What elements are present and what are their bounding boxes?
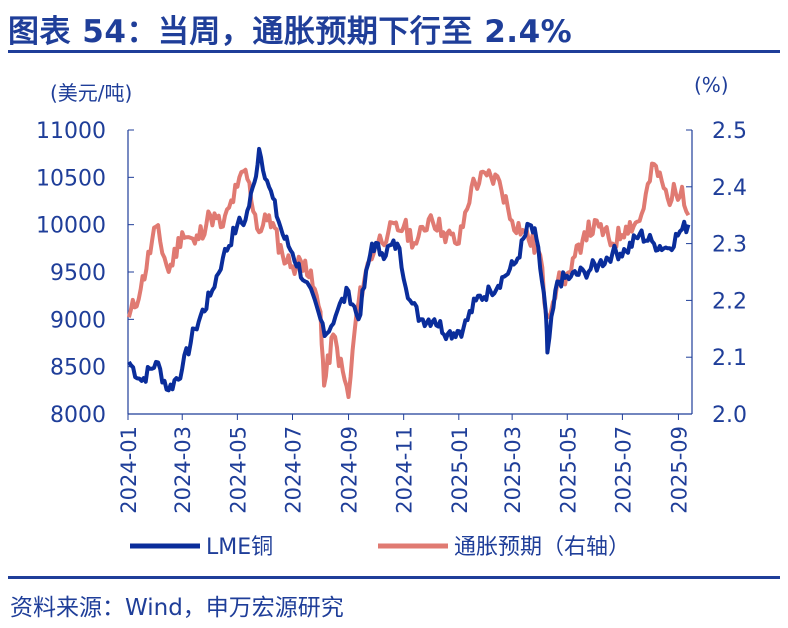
legend-label-copper: LME铜 xyxy=(206,535,273,560)
chart-frame xyxy=(127,130,693,415)
left-tick-label: 11000 xyxy=(36,119,106,144)
source-note: 资料来源：Wind，申万宏源研究 xyxy=(10,595,344,621)
right-tick-label: 2.5 xyxy=(712,119,747,144)
x-tick-label: 2024-03 xyxy=(171,426,195,514)
x-tick-label: 2025-03 xyxy=(501,426,525,514)
left-tick-label: 9000 xyxy=(50,308,106,333)
x-tick-label: 2024-09 xyxy=(338,426,362,514)
x-tick-label: 2025-05 xyxy=(556,426,580,514)
left-tick-label: 8500 xyxy=(50,356,106,381)
x-tick-label: 2024-01 xyxy=(117,426,141,514)
x-tick-label: 2025-09 xyxy=(667,426,691,514)
x-tick-label: 2025-07 xyxy=(611,426,635,514)
right-tick-label: 2.0 xyxy=(712,403,747,428)
x-tick-label: 2024-11 xyxy=(393,426,417,514)
right-tick-label: 2.3 xyxy=(712,233,747,258)
right-tick-label: 2.1 xyxy=(712,346,747,371)
left-tick-label: 9500 xyxy=(50,261,106,286)
legend-label-inflation: 通胀预期（右轴） xyxy=(454,535,630,560)
inflation-expectation-line xyxy=(126,161,691,399)
lme-copper-line xyxy=(127,146,691,393)
chart-title: 图表 54：当周，通胀预期下行至 2.4% xyxy=(8,14,573,50)
left-tick-label: 8000 xyxy=(50,403,106,428)
axis-ticks: (美元/吨) (%) 11000 10500 10000 9500 9000 8500 8000… xyxy=(36,73,747,514)
right-unit-label: (%) xyxy=(694,73,729,97)
left-tick-label: 10000 xyxy=(36,214,106,239)
x-tick-label: 2024-07 xyxy=(282,426,306,514)
legend: LME铜 通胀预期（右轴） xyxy=(130,535,630,560)
title-divider xyxy=(8,50,780,53)
left-tick-label: 10500 xyxy=(36,166,106,191)
series-lines xyxy=(126,146,691,399)
x-tick-label: 2025-01 xyxy=(448,426,472,514)
right-tick-label: 2.4 xyxy=(712,176,747,201)
left-unit-label: (美元/吨) xyxy=(50,81,132,105)
right-tick-label: 2.2 xyxy=(712,289,747,314)
x-tick-label: 2024-05 xyxy=(226,426,250,514)
source-divider xyxy=(8,576,780,579)
